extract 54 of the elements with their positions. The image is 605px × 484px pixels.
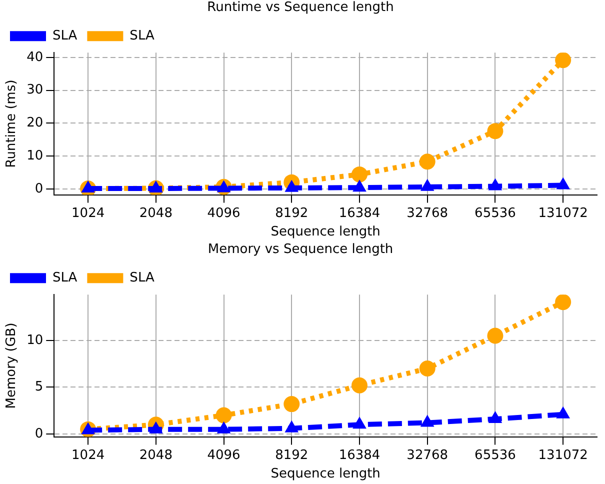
x-tick-label: 4096 bbox=[207, 206, 240, 221]
point bbox=[420, 414, 434, 427]
point bbox=[487, 123, 504, 140]
point bbox=[488, 411, 502, 424]
legend-label: SLA bbox=[130, 28, 154, 44]
x-tick-label: 1024 bbox=[72, 448, 105, 463]
y-tick-label: 0 bbox=[34, 426, 44, 442]
x-tick-label: 2048 bbox=[139, 448, 172, 463]
point bbox=[555, 294, 572, 310]
chart-title: Runtime vs Sequence length bbox=[207, 0, 394, 16]
point bbox=[556, 177, 570, 190]
chart-title: Memory vs Sequence length bbox=[208, 242, 394, 258]
y-tick-label: 0 bbox=[34, 181, 44, 196]
x-tick-label: 32768 bbox=[406, 448, 448, 463]
y-axis-title: Memory (GB) bbox=[4, 322, 20, 409]
point bbox=[487, 328, 504, 344]
y-tick-label: 10 bbox=[26, 148, 44, 164]
legend-label: SLA bbox=[52, 270, 78, 286]
x-tick-label: 4096 bbox=[207, 448, 240, 463]
x-tick-label: 16384 bbox=[338, 206, 380, 221]
point bbox=[284, 180, 299, 192]
x-tick-label: 8192 bbox=[275, 448, 308, 463]
x-tick-label: 1024 bbox=[72, 206, 105, 221]
point bbox=[419, 360, 436, 377]
x-tick-label: 65536 bbox=[474, 206, 516, 221]
x-tick-label: 131072 bbox=[538, 448, 588, 463]
y-tick-label: 5 bbox=[34, 380, 44, 395]
x-tick-label: 2048 bbox=[139, 206, 172, 221]
point bbox=[419, 154, 436, 170]
point bbox=[352, 377, 368, 394]
x-tick-label: 8192 bbox=[275, 206, 308, 221]
point bbox=[420, 178, 434, 191]
point bbox=[352, 166, 368, 182]
legend-label: SLA bbox=[130, 270, 154, 286]
x-tick-label: 16384 bbox=[338, 448, 380, 463]
point bbox=[556, 406, 570, 418]
y-tick-label: 40 bbox=[26, 50, 44, 65]
legend-label: SLA bbox=[52, 28, 78, 44]
y-axis-title: Runtime (ms) bbox=[4, 80, 20, 168]
y-tick-label: 30 bbox=[26, 82, 44, 98]
point bbox=[352, 416, 366, 429]
x-tick-label: 65536 bbox=[474, 448, 516, 463]
point bbox=[284, 420, 299, 432]
point bbox=[488, 178, 502, 190]
y-tick-label: 10 bbox=[26, 332, 44, 348]
y-tick-label: 20 bbox=[26, 116, 44, 131]
point bbox=[352, 180, 366, 192]
x-axis-title: Sequence length bbox=[270, 224, 380, 240]
point bbox=[555, 52, 572, 68]
x-axis-title: Sequence length bbox=[270, 466, 380, 482]
point bbox=[216, 421, 231, 434]
point bbox=[149, 421, 163, 434]
x-tick-label: 32768 bbox=[406, 206, 448, 221]
x-tick-label: 131072 bbox=[538, 206, 588, 221]
